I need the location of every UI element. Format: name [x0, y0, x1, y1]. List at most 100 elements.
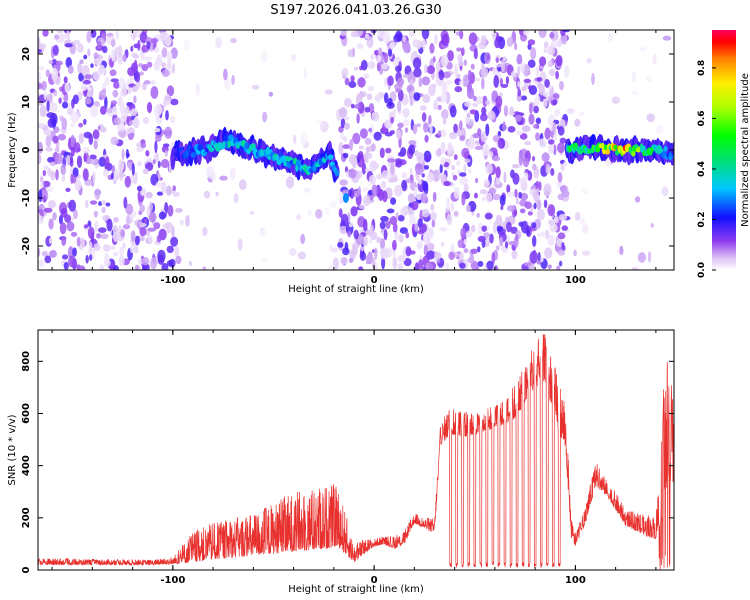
noise-blob — [536, 209, 545, 221]
noise-blob — [68, 199, 77, 212]
noise-blob — [493, 221, 497, 234]
noise-blob — [462, 74, 470, 86]
noise-blob — [109, 69, 117, 77]
noise-blob — [339, 132, 345, 140]
noise-blob — [357, 77, 366, 88]
noise-blob — [83, 131, 92, 139]
y-tick-label: -10 — [21, 189, 32, 207]
noise-blob — [175, 255, 182, 265]
noise-blob — [49, 102, 58, 113]
noise-blob — [529, 250, 538, 264]
noise-blob — [155, 181, 162, 188]
noise-blob — [394, 184, 403, 197]
noise-blob — [164, 35, 172, 47]
signal-core — [605, 149, 610, 155]
noise-blob — [556, 239, 564, 248]
noise-blob — [115, 30, 119, 40]
noise-blob — [119, 246, 125, 257]
noise-blob — [392, 256, 398, 270]
noise-blob — [101, 206, 106, 214]
noise-blob — [146, 205, 151, 217]
noise-blob — [350, 206, 358, 217]
noise-blob — [492, 67, 498, 76]
noise-blob — [47, 199, 56, 209]
noise-blob — [134, 235, 140, 246]
noise-blob — [527, 211, 533, 216]
noise-blob — [409, 167, 413, 175]
noise-blob — [84, 74, 93, 79]
noise-blob — [459, 262, 466, 269]
noise-blob — [110, 136, 119, 146]
noise-blob — [89, 200, 98, 205]
noise-blob — [164, 126, 173, 139]
noise-blob — [453, 154, 458, 161]
noise-blob — [149, 80, 156, 86]
noise-blob — [169, 115, 176, 124]
noise-blob — [70, 134, 75, 148]
noise-blob — [88, 241, 93, 253]
noise-blob — [41, 43, 47, 50]
noise-blob — [466, 87, 475, 100]
noise-blob — [552, 93, 560, 100]
noise-blob — [379, 221, 386, 230]
noise-blob — [347, 230, 352, 238]
noise-blob — [53, 126, 60, 134]
noise-blob — [141, 63, 149, 72]
noise-blob — [544, 127, 551, 140]
noise-blob — [360, 246, 364, 252]
noise-blob — [536, 260, 541, 265]
noise-blob — [559, 80, 564, 91]
noise-blob — [87, 226, 95, 239]
noise-blob — [112, 105, 118, 116]
signal-core — [334, 169, 340, 177]
noise-blob — [38, 82, 43, 90]
noise-blob — [422, 232, 432, 245]
noise-blob — [370, 54, 375, 61]
noise-blob — [510, 226, 518, 234]
noise-blob — [358, 266, 364, 270]
noise-blob — [127, 66, 136, 77]
noise-blob — [518, 191, 522, 199]
colorbar-ticks: 0.0 0.2 0.4 0.6 0.8 — [697, 60, 716, 278]
noise-blob — [394, 230, 400, 241]
noise-blob — [96, 232, 102, 239]
noise-blob — [52, 116, 57, 130]
noise-blob — [61, 117, 68, 130]
noise-blob — [453, 63, 459, 77]
noise-blob — [45, 135, 52, 148]
noise-blob — [475, 177, 479, 184]
noise-blob — [387, 48, 393, 57]
signal-core — [661, 150, 667, 159]
noise-blob — [147, 227, 157, 232]
noise-blob — [166, 228, 171, 234]
noise-blob — [45, 186, 54, 192]
snr-series-line — [38, 334, 674, 570]
noise-blob — [547, 234, 555, 246]
noise-blob — [481, 225, 487, 232]
noise-blob — [66, 221, 75, 232]
noise-blob — [366, 93, 373, 101]
noise-blob — [237, 238, 243, 251]
noise-blob — [353, 104, 361, 109]
noise-blob — [128, 120, 134, 126]
noise-blob — [424, 134, 429, 143]
noise-blob — [424, 64, 428, 74]
noise-blob — [72, 94, 79, 105]
noise-blob — [550, 168, 555, 176]
noise-blob — [425, 263, 434, 270]
noise-blob — [337, 242, 344, 248]
noise-blob — [118, 77, 125, 90]
noise-blob — [393, 34, 402, 43]
noise-blob — [365, 255, 372, 262]
x-tick-label: 100 — [565, 275, 586, 286]
noise-blob — [463, 59, 467, 67]
noise-blob — [400, 147, 407, 157]
x-tick-label: 0 — [371, 575, 378, 586]
noise-blob — [477, 222, 484, 235]
noise-blob — [386, 208, 395, 214]
noise-blob — [170, 236, 179, 247]
noise-blob — [134, 264, 140, 270]
noise-blob — [164, 149, 169, 157]
noise-blob — [528, 85, 533, 91]
noise-blob — [398, 234, 404, 243]
